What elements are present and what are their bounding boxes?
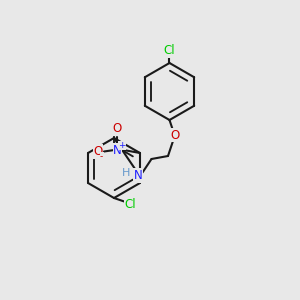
Text: Cl: Cl — [125, 197, 136, 211]
Text: -: - — [100, 152, 103, 161]
Text: +: + — [118, 141, 126, 150]
Text: O: O — [113, 122, 122, 136]
Text: O: O — [170, 128, 179, 142]
Text: N: N — [134, 169, 142, 182]
Text: H: H — [122, 167, 130, 178]
Text: O: O — [93, 145, 103, 158]
Text: Cl: Cl — [164, 44, 175, 58]
Text: N: N — [113, 143, 122, 157]
